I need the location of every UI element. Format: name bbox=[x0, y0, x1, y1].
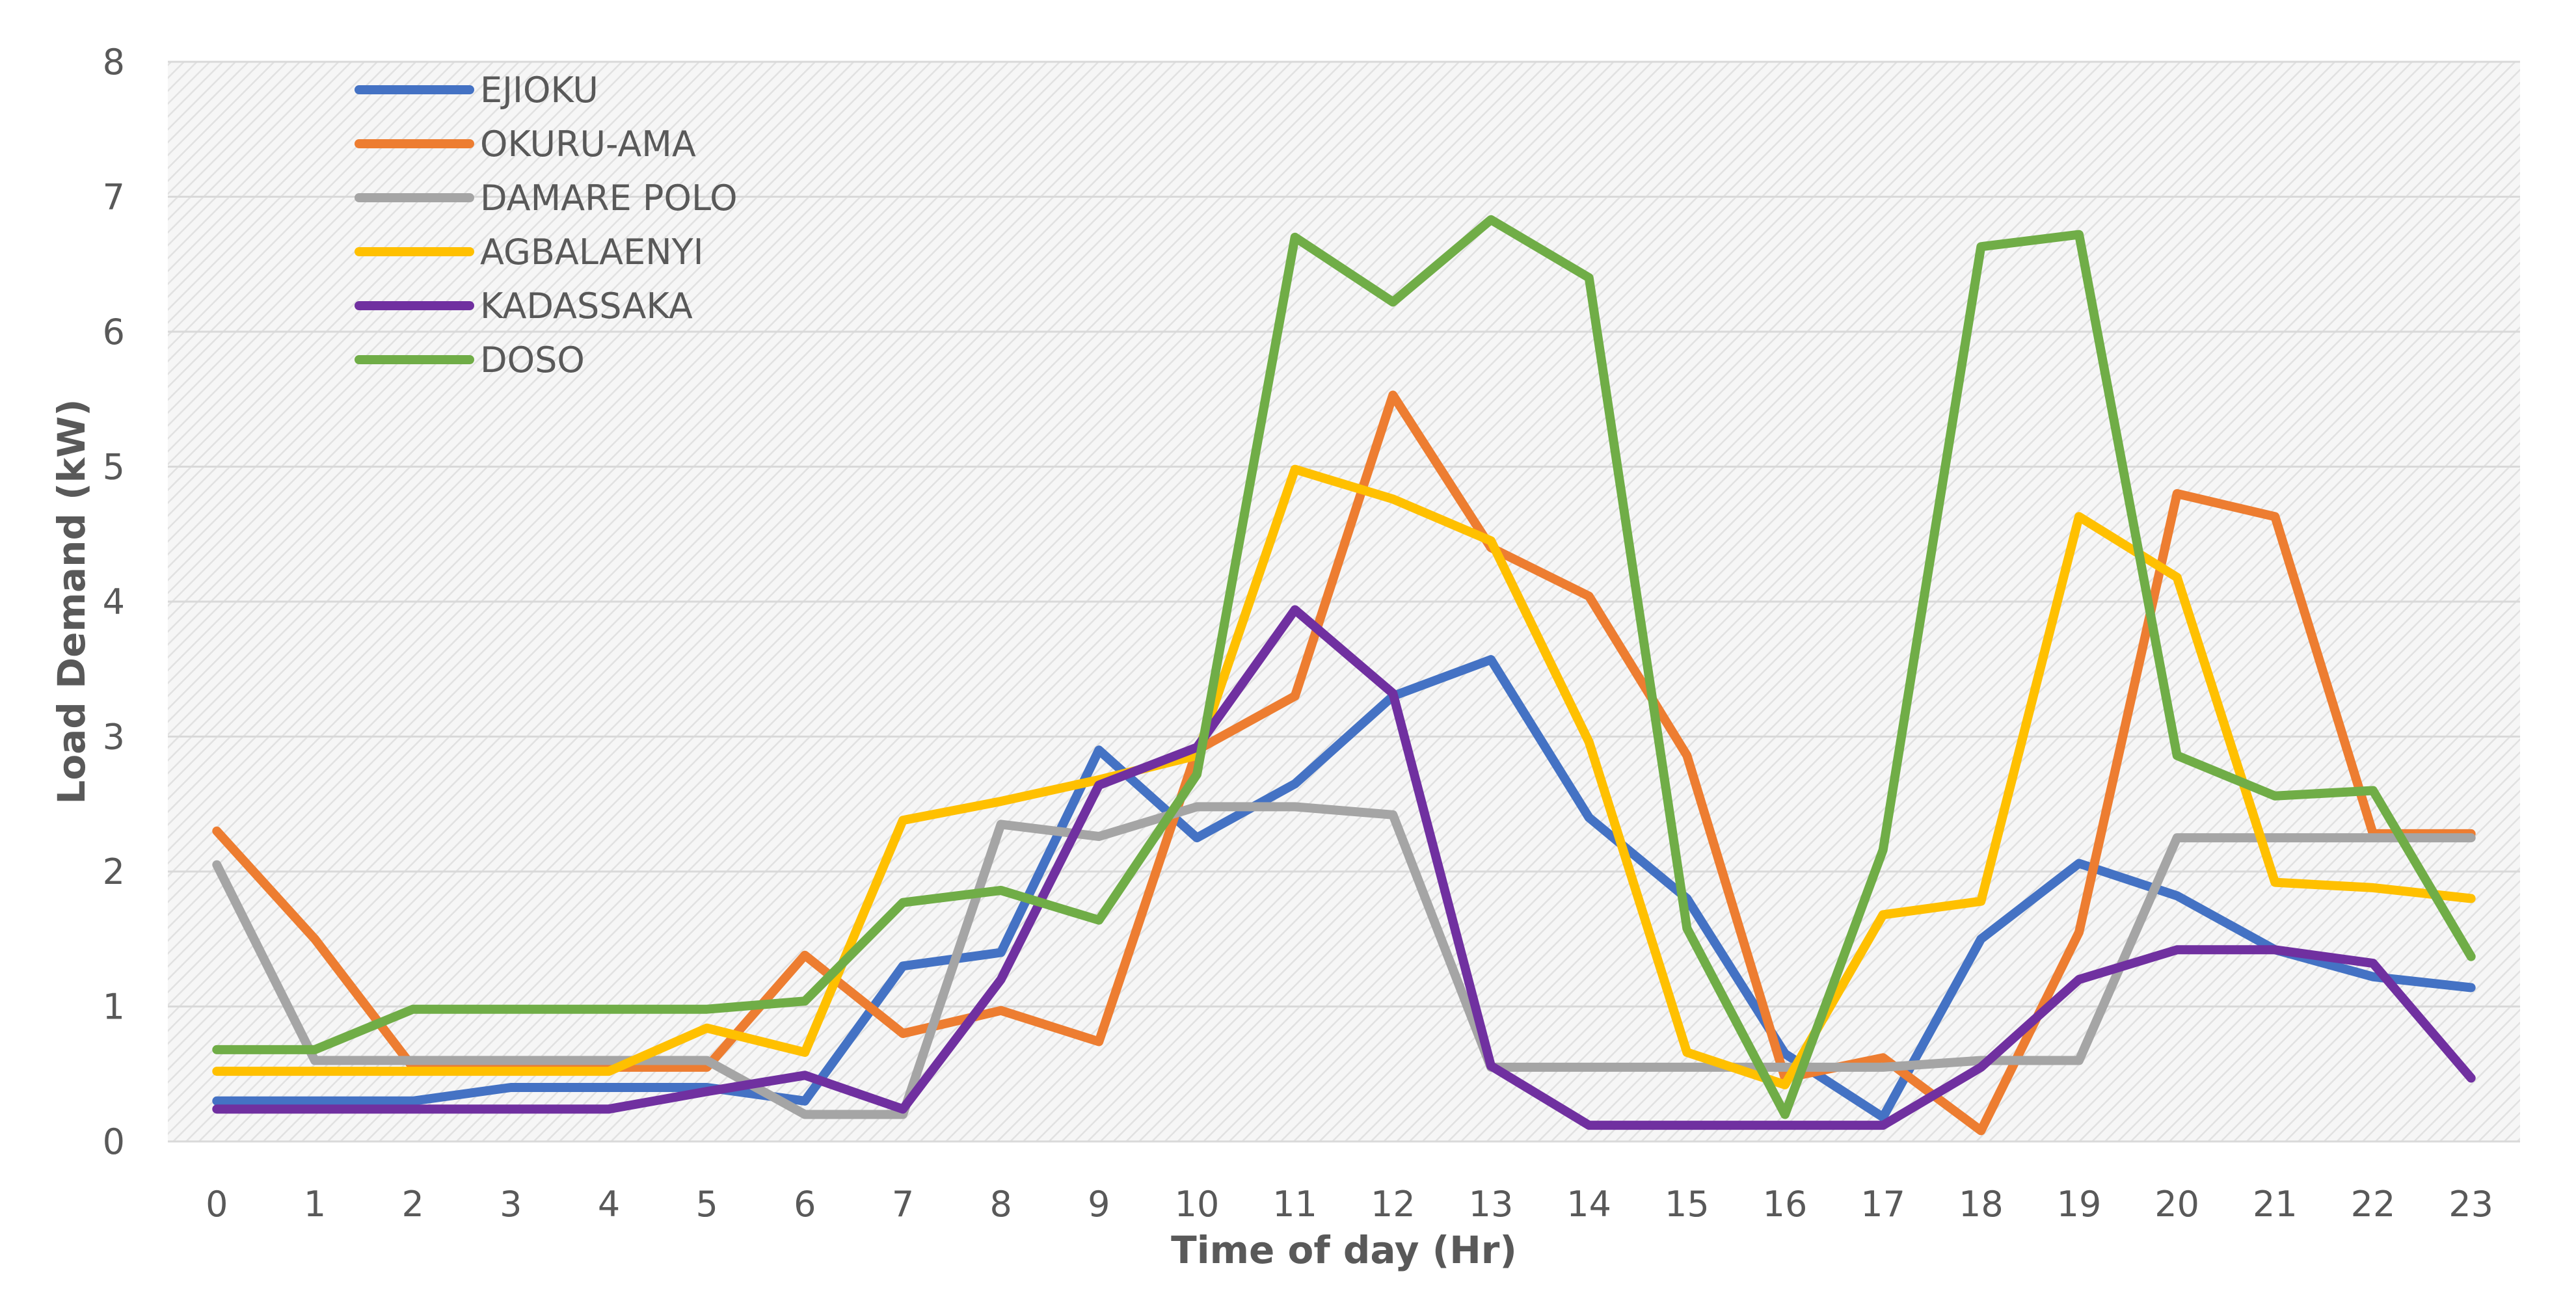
x-tick-label: 5 bbox=[695, 1184, 718, 1225]
x-tick-label: 17 bbox=[1860, 1184, 1905, 1225]
legend-label-doso: DOSO bbox=[480, 340, 585, 380]
y-axis-ticks: 0 1 2 3 4 5 6 7 8 bbox=[103, 42, 125, 1162]
series-line-agbalaenyi bbox=[212, 464, 2476, 1089]
y-tick-label: 5 bbox=[103, 447, 125, 488]
gridlines bbox=[168, 60, 2520, 1143]
x-tick-label: 15 bbox=[1665, 1184, 1710, 1225]
y-tick-label: 3 bbox=[103, 717, 125, 758]
series-line-doso bbox=[212, 215, 2476, 1119]
series-line-kadassaka bbox=[212, 605, 2476, 1130]
x-tick-label: 23 bbox=[2449, 1184, 2493, 1225]
x-tick-label: 18 bbox=[1959, 1184, 2004, 1225]
x-tick-label: 4 bbox=[598, 1184, 620, 1225]
y-axis-title: Load Demand (kW) bbox=[49, 399, 94, 804]
legend-label-damare-polo: DAMARE POLO bbox=[480, 178, 738, 219]
legend-label-ejioku: EJIOKU bbox=[480, 70, 598, 111]
y-tick-label: 7 bbox=[103, 177, 125, 218]
x-tick-label: 2 bbox=[401, 1184, 423, 1225]
x-tick-label: 0 bbox=[206, 1184, 228, 1225]
series-line-damare-polo bbox=[212, 802, 2476, 1119]
x-tick-label: 10 bbox=[1175, 1184, 1220, 1225]
x-tick-label: 1 bbox=[304, 1184, 326, 1225]
series-layer bbox=[212, 215, 2476, 1136]
y-tick-label: 2 bbox=[103, 851, 125, 892]
y-tick-label: 8 bbox=[103, 42, 125, 83]
x-tick-label: 12 bbox=[1371, 1184, 1415, 1225]
x-axis-title: Time of day (Hr) bbox=[1171, 1228, 1517, 1272]
legend-label-kadassaka: KADASSAKA bbox=[480, 286, 693, 326]
x-tick-label: 22 bbox=[2351, 1184, 2396, 1225]
legend-label-agbalaenyi: AGBALAENYI bbox=[480, 232, 704, 273]
y-tick-label: 1 bbox=[103, 987, 125, 1028]
x-tick-label: 7 bbox=[892, 1184, 914, 1225]
x-tick-label: 6 bbox=[794, 1184, 816, 1225]
y-tick-label: 4 bbox=[103, 581, 125, 622]
x-tick-label: 21 bbox=[2253, 1184, 2298, 1225]
y-tick-label: 0 bbox=[103, 1121, 125, 1162]
y-tick-label: 6 bbox=[103, 312, 125, 353]
x-tick-label: 20 bbox=[2154, 1184, 2199, 1225]
legend: EJIOKU OKURU-AMA DAMARE POLO AGBALAENYI KADA… bbox=[355, 70, 738, 380]
x-tick-label: 16 bbox=[1763, 1184, 1808, 1225]
x-tick-label: 14 bbox=[1566, 1184, 1611, 1225]
x-tick-label: 13 bbox=[1469, 1184, 1514, 1225]
x-axis-ticks: 0 1 2 3 4 5 6 7 8 9 10 11 12 13 14 15 16 17 18 19 20 21 22 23 bbox=[206, 1184, 2493, 1225]
x-tick-label: 8 bbox=[989, 1184, 1012, 1225]
x-tick-label: 9 bbox=[1088, 1184, 1110, 1225]
legend-label-okuru-ama: OKURU-AMA bbox=[480, 124, 696, 165]
x-tick-label: 19 bbox=[2057, 1184, 2102, 1225]
x-tick-label: 3 bbox=[500, 1184, 522, 1225]
x-tick-label: 11 bbox=[1272, 1184, 1317, 1225]
